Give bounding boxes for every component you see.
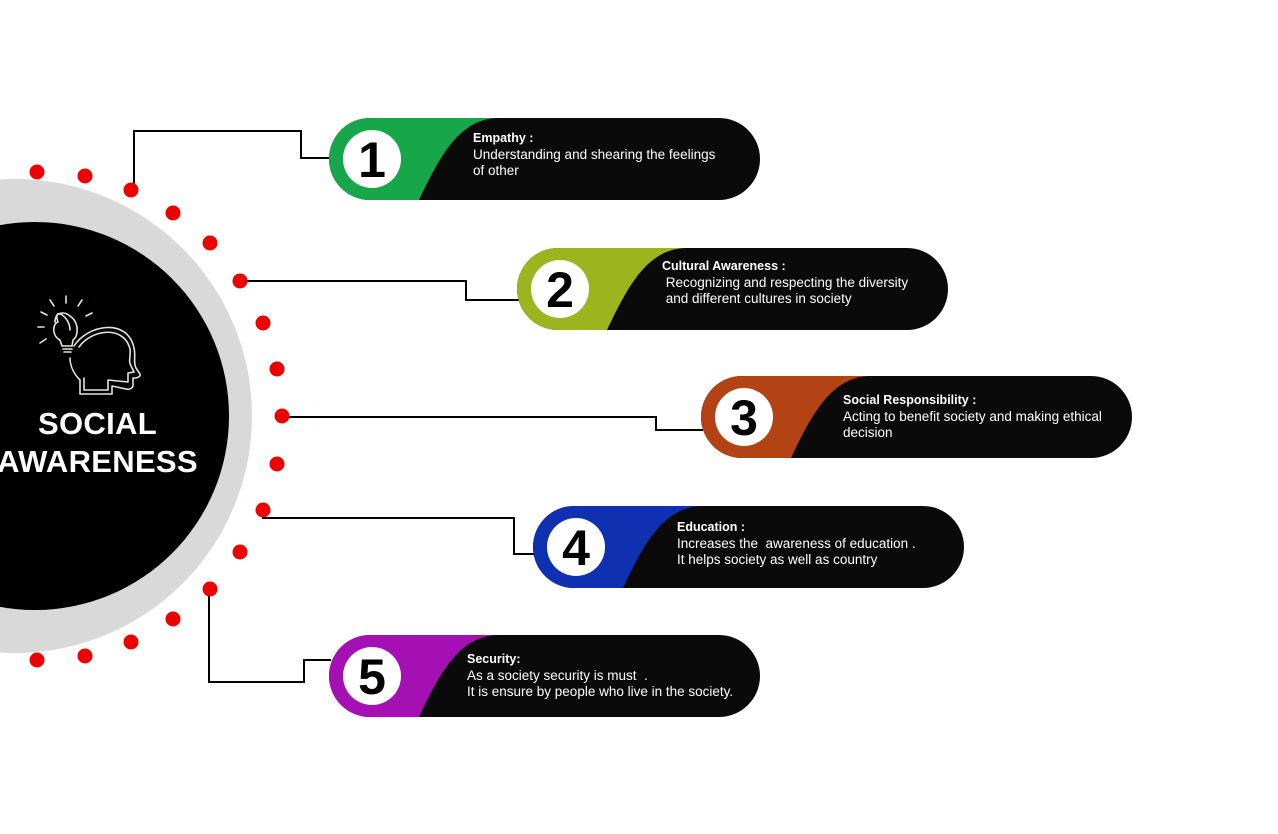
item-number-2: 2 [531, 260, 589, 318]
hub-dot [255, 502, 271, 518]
item-number-5: 5 [343, 647, 401, 705]
hub-dot [123, 634, 139, 650]
item-line-2b: and different cultures in society [662, 291, 852, 306]
item-card-1: 1 Empathy : Understanding and shearing t… [329, 118, 760, 200]
item-heading-3: Social Responsibility : [843, 393, 977, 407]
connector-line-1 [131, 130, 331, 191]
hub-dot [165, 611, 181, 627]
hub-dot [77, 648, 93, 664]
hub-dot [165, 205, 181, 221]
item-line-4b: It helps society as well as country [677, 552, 878, 567]
item-card-4: 4 Education : Increases the awareness of… [533, 506, 964, 588]
item-card-2: 2 Cultural Awareness : Recognizing and r… [517, 248, 948, 330]
connector-line-5 [208, 588, 331, 683]
hub-dot [123, 182, 139, 198]
connector-line-4 [262, 510, 535, 555]
item-text-5: Security: As a society security is must … [467, 651, 733, 701]
item-heading-4: Education : [677, 520, 746, 534]
hub-dot [269, 361, 285, 377]
item-line-4a: Increases the awareness of education . [677, 535, 916, 551]
item-line-1a: Understanding and shearing the feelings [473, 146, 716, 162]
hub-dot [29, 652, 45, 668]
item-heading-2: Cultural Awareness : [662, 259, 786, 273]
item-line-1b: of other [473, 163, 519, 178]
item-line-3a: Acting to benefit society and making eth… [843, 408, 1102, 424]
item-number-4: 4 [547, 518, 605, 576]
hub-dot [232, 273, 248, 289]
item-line-3b: decision [843, 425, 893, 440]
hub-dot [77, 168, 93, 184]
item-line-2a: Recognizing and respecting the diversity [662, 274, 909, 290]
hub-title: SOCIAL AWARENESS [0, 405, 205, 481]
hub-dot [29, 164, 45, 180]
connector-line-3 [281, 416, 703, 431]
item-heading-1: Empathy : [473, 131, 534, 145]
item-text-4: Education : Increases the awareness of e… [677, 519, 916, 569]
item-line-5a: As a society security is must . [467, 667, 648, 683]
hub-dot [274, 408, 290, 424]
item-card-3: 3 Social Responsibility : Acting to bene… [701, 376, 1132, 458]
item-line-5b: It is ensure by people who live in the s… [467, 684, 734, 699]
item-text-3: Social Responsibility : Acting to benefi… [843, 392, 1102, 442]
lightbulb-head-icon [37, 295, 141, 395]
hub-dot [232, 544, 248, 560]
item-heading-5: Security: [467, 652, 521, 666]
item-text-1: Empathy : Understanding and shearing the… [473, 130, 715, 180]
hub-dot [269, 456, 285, 472]
hub-dot [255, 315, 271, 331]
connector-line-2 [240, 280, 519, 301]
item-text-2: Cultural Awareness : Recognizing and res… [662, 258, 908, 308]
item-number-3: 3 [715, 388, 773, 446]
hub-title-line1: SOCIAL [38, 406, 157, 441]
hub-dot [202, 235, 218, 251]
item-number-1: 1 [343, 130, 401, 188]
item-card-5: 5 Security: As a society security is mus… [329, 635, 760, 717]
hub-dot [202, 581, 218, 597]
hub-title-line2: AWARENESS [0, 444, 198, 479]
hub-dots [29, 164, 290, 668]
